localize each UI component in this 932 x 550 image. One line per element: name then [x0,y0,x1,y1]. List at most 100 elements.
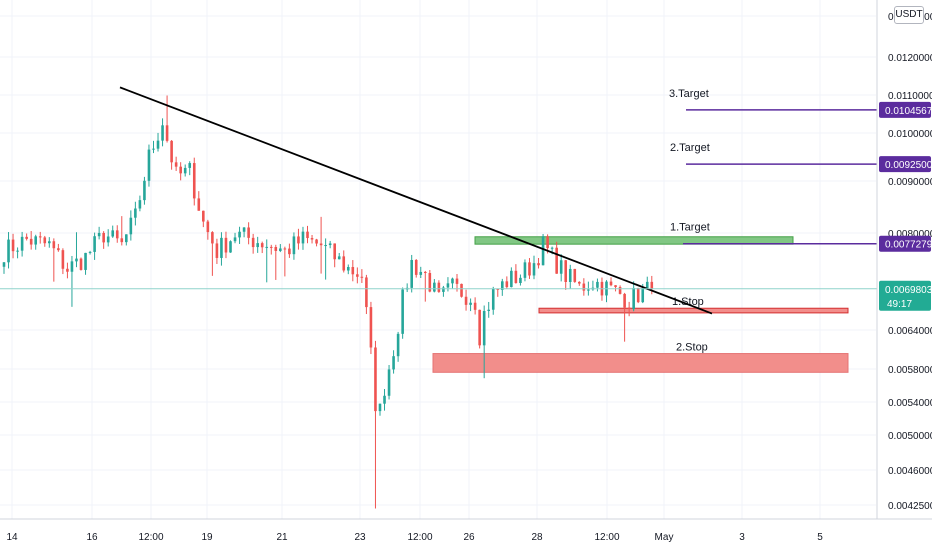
candle-body [75,258,78,262]
candle-body [43,237,47,244]
x-tick-label: 12:00 [407,532,432,543]
candle-body [396,333,400,357]
target-label: 1.Target [670,222,710,234]
candle-body [52,241,56,249]
candle-body [446,283,450,288]
candle-body [129,217,133,235]
candle-body [636,287,640,303]
candle-body [365,277,368,308]
zones: 1.Stop 2.Stop [432,236,849,373]
candle-body [510,270,513,288]
candle-body [288,248,291,255]
target-label: 3.Target [669,88,709,100]
candle-body [161,125,164,141]
candle-body [106,236,110,243]
candle-body [174,162,178,167]
candle-body [229,241,232,253]
candle-body [11,239,15,252]
target-price-text: 0.0077279 [885,240,932,251]
y-tick-label: 0.0110000 [888,91,932,102]
candle-body [179,166,182,174]
candle-body [392,356,395,370]
candle-body [550,247,554,249]
candle-body [401,289,404,334]
price-axis-bg [877,0,932,550]
candle-body [319,243,323,246]
candle-body [501,281,504,290]
candle-body [324,245,327,247]
y-tick-label: 0.0050000 [888,431,932,442]
candle-body [559,260,563,274]
countdown-text: 49:17 [887,299,912,310]
y-tick-label: 0.0046000 [888,466,932,477]
candle-body [609,281,613,286]
candle-body [233,237,237,242]
candle-body [242,227,246,232]
candle-body [333,243,336,260]
candle-body [211,232,214,244]
stop-label: 1.Stop [672,296,704,308]
y-tick-label: 0.0042500 [888,501,932,512]
candle-body [614,285,617,288]
candle-body [523,262,527,278]
candle-body [120,238,124,243]
y-tick-label: 0.0100000 [888,129,932,140]
candle-body [301,231,305,244]
price-axis[interactable]: 0.01300000.01200000.01100000.01000000.00… [876,0,932,550]
y-tick-label: 0.0058000 [888,365,932,376]
candle-body [215,243,219,258]
candle-body [473,302,477,310]
candle-body [260,243,264,248]
candle-body [25,236,28,239]
candle-body [170,140,173,163]
x-tick-label: 23 [354,532,366,543]
candle-body [138,200,142,209]
current-price-text: 0.0069803 [885,285,932,296]
x-tick-label: 19 [201,532,213,543]
candle-body [464,296,468,305]
candle-body [97,232,101,237]
candle-body [505,281,509,288]
candle-body [433,282,436,292]
candle-body [478,309,481,346]
candle-body [596,281,599,288]
candle-body [152,148,155,150]
candle-body [310,238,314,240]
candle-body [7,239,10,263]
candle-body [419,271,423,275]
candle-body [514,270,518,284]
candle-body [618,287,622,294]
candle-body [70,261,74,272]
currency-button[interactable]: USDT [894,6,924,24]
candle-body [541,236,545,266]
target-price-text: 0.0104567 [885,106,932,117]
candle-body [202,210,205,222]
candle-body [197,198,201,211]
candle-body [306,231,309,239]
candle-body [360,276,364,278]
candle-body [48,241,51,244]
candle-body [251,237,255,248]
candle-body [532,263,536,276]
grid [0,0,876,519]
candle-body [279,248,282,251]
candle-body [410,259,413,288]
y-tick-label: 0.0080000 [888,229,932,240]
candle-body [192,163,196,199]
candle-body [147,149,151,181]
candle-body [627,307,631,310]
candle-body [125,234,128,243]
candle-body [84,252,87,270]
target-price-tag [879,235,931,252]
candle-body [93,236,96,252]
candle-body [383,395,386,404]
target-price-tag [879,156,931,173]
candle-body [328,243,332,246]
time-axis[interactable]: 14 16 12:00 19 21 23 12:00 26 28 12:00 May 3 5 [0,518,932,543]
candle-body [578,281,581,284]
stop-zone [432,353,849,373]
candle-body [378,403,382,412]
x-tick-label: May [655,532,674,543]
